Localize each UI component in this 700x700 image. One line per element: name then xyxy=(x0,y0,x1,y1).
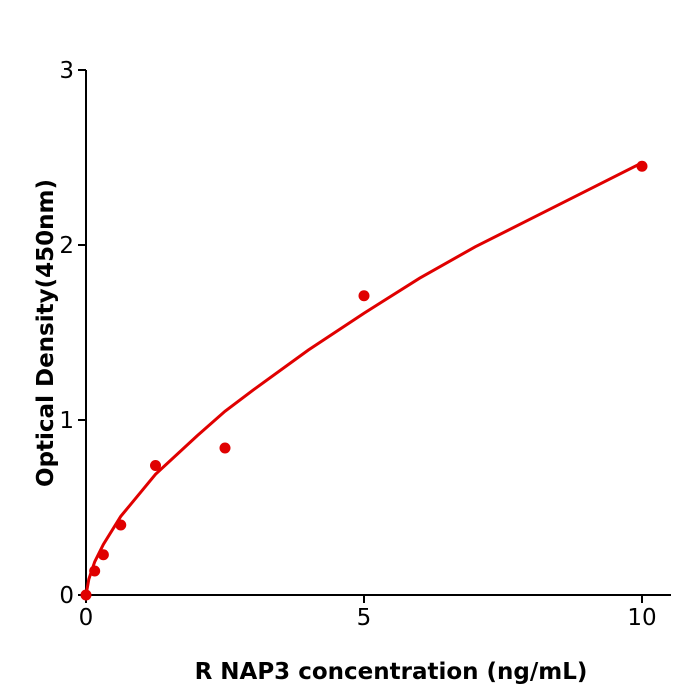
data-point xyxy=(80,589,92,601)
data-point xyxy=(358,290,370,302)
x-tick-label: 10 xyxy=(627,605,656,631)
y-tick-label: 1 xyxy=(59,408,74,434)
fit-curve xyxy=(84,161,643,596)
x-axis-label: R NAP3 concentration (ng/mL) xyxy=(195,659,588,685)
y-tick-label: 0 xyxy=(59,583,74,609)
axes xyxy=(85,70,671,596)
x-tick-label: 5 xyxy=(357,605,372,631)
data-point xyxy=(636,160,648,172)
data-point xyxy=(89,565,101,577)
x-tick-label: 0 xyxy=(79,605,94,631)
data-point xyxy=(150,460,161,471)
data-point xyxy=(115,519,127,531)
y-tick-label: 2 xyxy=(59,233,74,259)
y-tick-label: 3 xyxy=(59,58,74,84)
y-axis-label: Optical Density(450nm) xyxy=(33,179,59,487)
data-point xyxy=(219,442,231,454)
data-point xyxy=(97,549,109,561)
